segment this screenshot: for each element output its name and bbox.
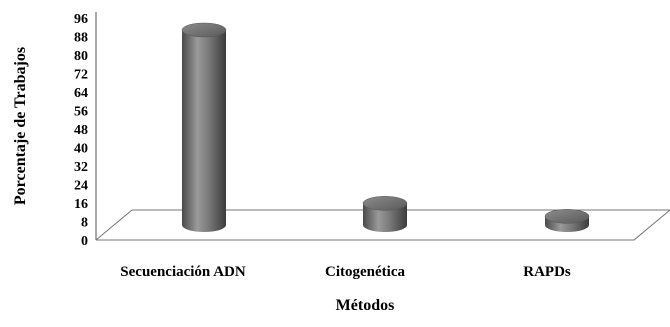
x-category-label: Secuenciación ADN: [120, 264, 246, 280]
axes: [95, 12, 670, 241]
bars: [181, 22, 590, 232]
x-category-label: Citogenética: [325, 264, 405, 280]
floor-front-edge: [96, 209, 670, 241]
y-tick-label: 80: [74, 49, 88, 64]
bar: [362, 196, 408, 232]
bar: [544, 209, 590, 232]
y-axis-title: Porcentaje de Trabajos: [12, 47, 29, 205]
y-tick-label: 48: [74, 123, 88, 138]
y-tick-label: 24: [74, 179, 88, 194]
bar-top: [362, 196, 408, 211]
bar-body: [182, 30, 226, 232]
y-tick-label: 8: [81, 216, 88, 231]
bar: [181, 22, 227, 232]
x-category-label: RAPDs: [523, 264, 571, 280]
bar-top: [544, 209, 590, 224]
y-tick-label: 96: [74, 12, 88, 27]
y-tick-labels: 0 8 16 24 32 40 48 56 64 72 80 88 96: [74, 12, 88, 249]
y-tick-label: 72: [74, 68, 88, 83]
x-axis-title: Métodos: [336, 297, 395, 314]
y-tick-label: 56: [74, 105, 88, 120]
bar-body: [363, 203, 407, 232]
floor-outline: [95, 209, 670, 241]
y-tick-label: 32: [74, 160, 88, 175]
category-labels: Secuenciación ADN Citogenética RAPDs: [120, 264, 571, 280]
y-tick-label: 64: [74, 86, 88, 101]
bar-top: [181, 22, 227, 38]
y-tick-label: 88: [74, 31, 88, 46]
y-tick-label: 40: [74, 142, 88, 157]
y-tick-label: 0: [81, 234, 88, 249]
y-tick-label: 16: [74, 197, 88, 212]
